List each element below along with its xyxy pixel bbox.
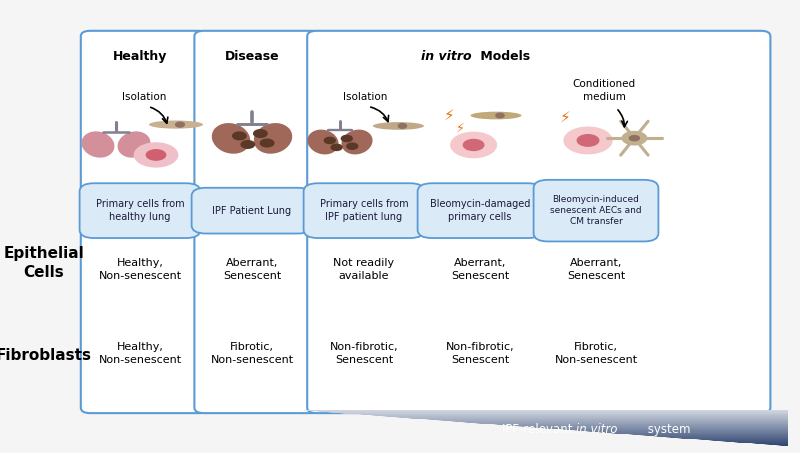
Text: Not readily
available: Not readily available (334, 258, 394, 281)
Circle shape (496, 113, 504, 118)
Polygon shape (474, 423, 788, 424)
Text: Bleomycin-induced
senescent AECs and
CM transfer: Bleomycin-induced senescent AECs and CM … (550, 195, 642, 226)
Text: Primary cells from
healthy lung: Primary cells from healthy lung (96, 199, 184, 222)
Ellipse shape (212, 123, 250, 154)
Polygon shape (708, 440, 788, 441)
Text: in vitro: in vitro (422, 50, 472, 63)
Text: Conditioned
medium: Conditioned medium (573, 79, 635, 102)
Polygon shape (751, 443, 788, 444)
Text: Fibroblasts: Fibroblasts (0, 348, 92, 363)
Ellipse shape (254, 123, 292, 154)
FancyBboxPatch shape (307, 31, 770, 413)
Text: Healthy: Healthy (113, 50, 167, 63)
Circle shape (450, 132, 497, 158)
Text: Healthy,
Non-senescent: Healthy, Non-senescent (98, 342, 182, 365)
Circle shape (347, 143, 358, 149)
Polygon shape (561, 429, 788, 430)
Circle shape (398, 124, 406, 128)
Ellipse shape (118, 131, 150, 158)
Text: Aberrant,
Senescent: Aberrant, Senescent (223, 258, 281, 281)
Text: ⚡: ⚡ (560, 109, 571, 125)
Circle shape (577, 134, 599, 147)
FancyBboxPatch shape (534, 180, 658, 241)
Polygon shape (450, 421, 788, 422)
Text: ⚡: ⚡ (444, 108, 455, 123)
Text: IPF Patient Lung: IPF Patient Lung (213, 206, 291, 216)
Text: Fibrotic,
Non-senescent: Fibrotic, Non-senescent (210, 342, 294, 365)
Polygon shape (678, 438, 788, 439)
FancyBboxPatch shape (194, 31, 322, 413)
Text: Non-fibrotic,
Senescent: Non-fibrotic, Senescent (330, 342, 398, 365)
Circle shape (342, 135, 352, 142)
Text: Disease: Disease (225, 50, 279, 63)
Ellipse shape (470, 111, 522, 119)
Polygon shape (628, 434, 788, 435)
Polygon shape (733, 442, 788, 443)
Text: in vitro: in vitro (576, 423, 618, 436)
Text: Isolation: Isolation (122, 92, 166, 102)
Ellipse shape (82, 131, 114, 158)
Text: system: system (644, 423, 690, 436)
Polygon shape (610, 433, 788, 434)
Polygon shape (598, 432, 788, 433)
Polygon shape (585, 431, 788, 432)
Circle shape (176, 122, 184, 127)
Circle shape (462, 139, 485, 151)
Circle shape (324, 137, 335, 144)
Text: Isolation: Isolation (343, 92, 388, 102)
Ellipse shape (342, 130, 373, 154)
Text: IPF-relevant: IPF-relevant (502, 423, 576, 436)
Text: Healthy,
Non-senescent: Healthy, Non-senescent (98, 258, 182, 281)
Text: Aberrant,
Senescent: Aberrant, Senescent (451, 258, 509, 281)
Circle shape (233, 132, 246, 140)
Ellipse shape (307, 130, 338, 154)
Circle shape (260, 139, 274, 147)
Polygon shape (763, 444, 788, 445)
Circle shape (134, 142, 178, 168)
Circle shape (241, 140, 254, 148)
Polygon shape (530, 427, 788, 428)
Text: Primary cells from
IPF patient lung: Primary cells from IPF patient lung (320, 199, 408, 222)
Text: Fibrotic,
Non-senescent: Fibrotic, Non-senescent (554, 342, 638, 365)
Text: Bleomycin-damaged
primary cells: Bleomycin-damaged primary cells (430, 199, 530, 222)
Text: Models: Models (476, 50, 530, 63)
Text: Aberrant,
Senescent: Aberrant, Senescent (567, 258, 625, 281)
Circle shape (629, 135, 640, 141)
Polygon shape (573, 430, 788, 431)
FancyBboxPatch shape (192, 188, 313, 234)
Polygon shape (406, 418, 788, 419)
FancyBboxPatch shape (79, 183, 200, 238)
Circle shape (146, 149, 166, 161)
Polygon shape (370, 415, 788, 416)
Polygon shape (314, 411, 788, 412)
Ellipse shape (373, 122, 424, 130)
Polygon shape (339, 413, 788, 414)
Polygon shape (425, 419, 788, 420)
Circle shape (331, 144, 342, 150)
Polygon shape (640, 435, 788, 436)
FancyBboxPatch shape (418, 183, 542, 238)
Circle shape (622, 131, 647, 145)
FancyBboxPatch shape (304, 183, 424, 238)
Polygon shape (696, 439, 788, 440)
Polygon shape (518, 426, 788, 427)
Polygon shape (326, 412, 788, 413)
Ellipse shape (149, 120, 203, 129)
Circle shape (254, 130, 267, 137)
Polygon shape (653, 436, 788, 437)
Polygon shape (720, 441, 788, 442)
Text: ⚡: ⚡ (457, 121, 465, 134)
Polygon shape (302, 410, 788, 411)
Text: Non-fibrotic,
Senescent: Non-fibrotic, Senescent (446, 342, 514, 365)
Polygon shape (438, 420, 788, 421)
Circle shape (563, 126, 613, 154)
Polygon shape (358, 414, 788, 415)
Polygon shape (382, 416, 788, 417)
Polygon shape (462, 422, 788, 423)
FancyBboxPatch shape (81, 31, 208, 413)
Text: Epithelial
Cells: Epithelial Cells (4, 246, 84, 280)
Polygon shape (776, 445, 788, 446)
Polygon shape (542, 428, 788, 429)
Polygon shape (665, 437, 788, 438)
